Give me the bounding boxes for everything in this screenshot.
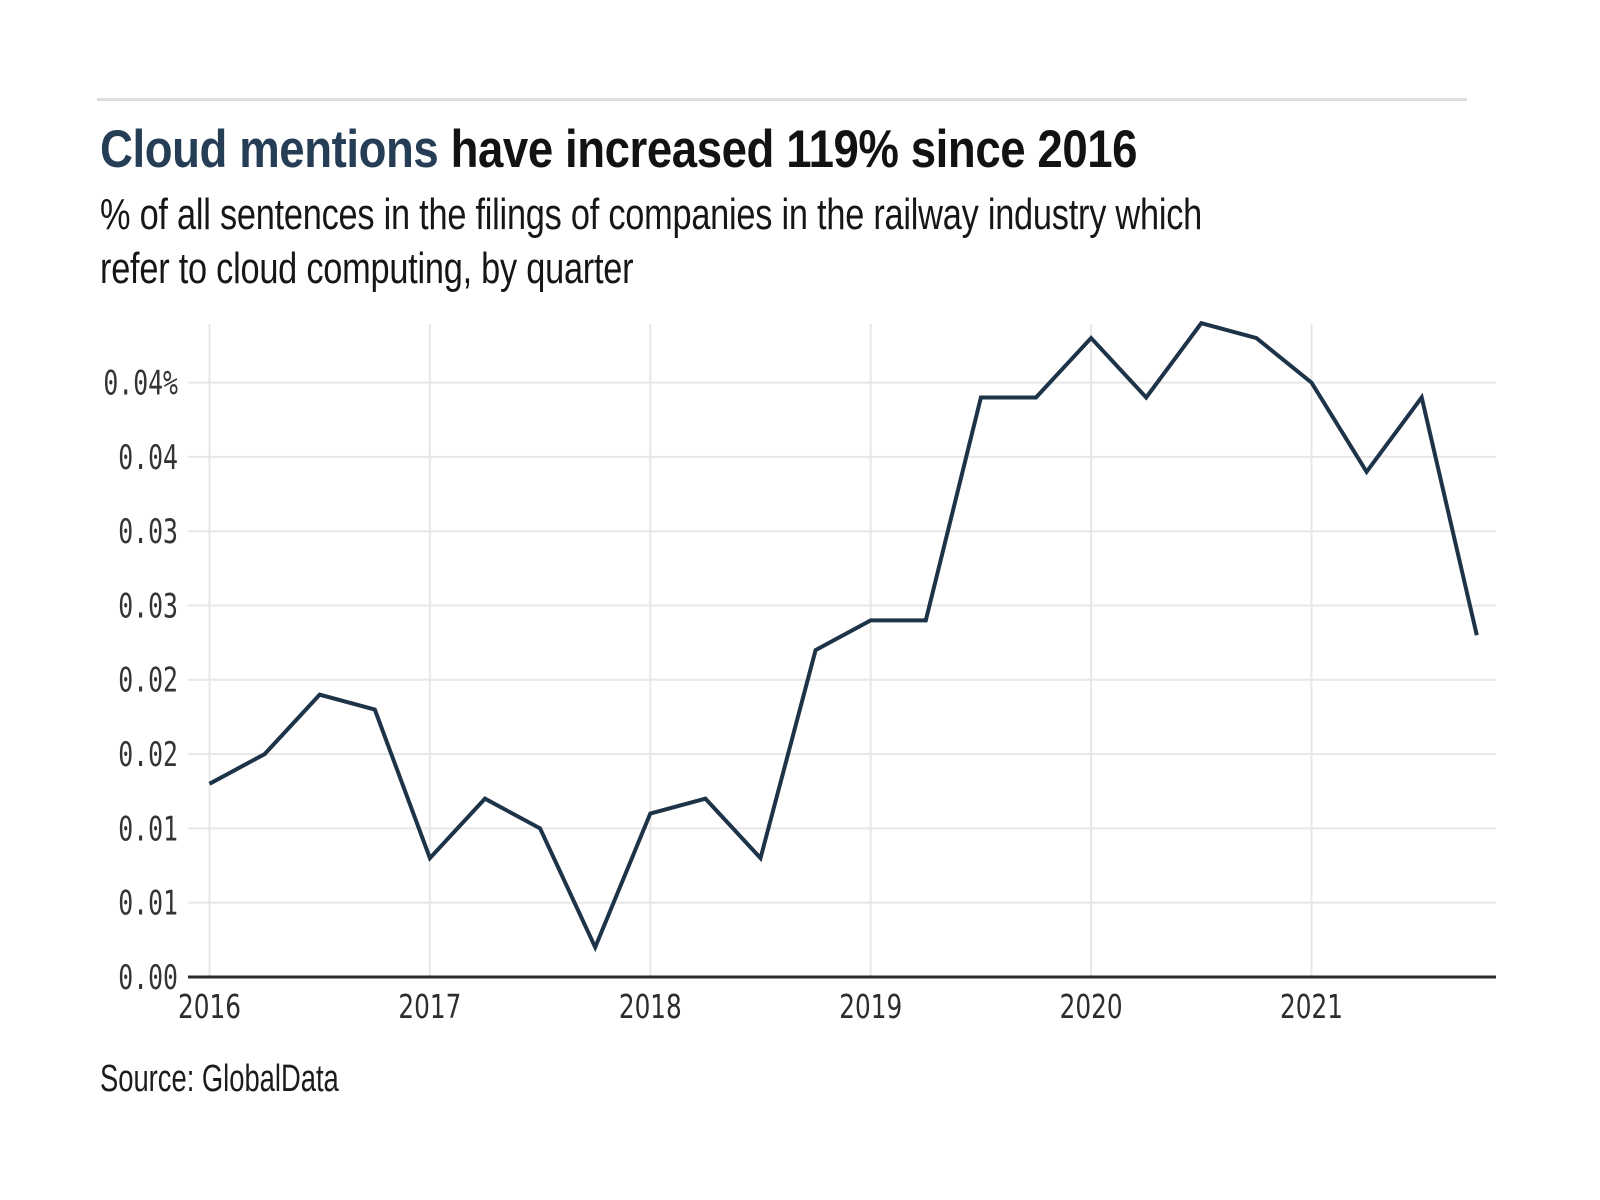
chart-title-accent: Cloud mentions [100, 120, 439, 179]
y-tick-label: 0.01 [118, 809, 178, 849]
y-tick-label: 0.03 [118, 512, 178, 552]
x-tick-label: 2021 [1280, 987, 1343, 1025]
y-tick-label: 0.04% [103, 364, 178, 404]
chart-subtitle-line2: refer to cloud computing, by quarter [100, 244, 634, 293]
x-tick-label: 2020 [1060, 987, 1123, 1025]
y-axis-tick-labels: 0.00 0.01 0.01 0.02 0.02 0.03 0.03 0.04 0.04% [103, 364, 178, 998]
x-tick-label: 2019 [839, 987, 902, 1025]
y-tick-label: 0.04 [118, 438, 178, 478]
y-tick-label: 0.00 [118, 958, 178, 998]
y-tick-label: 0.03 [118, 587, 178, 627]
x-axis-tick-labels: 2016 2017 2018 2019 2020 2021 [178, 987, 1343, 1025]
horizontal-gridlines [188, 381, 1496, 904]
source-note: Source: GlobalData [100, 1058, 339, 1100]
chart-title-rest: have increased 119% since 2016 [438, 120, 1138, 179]
x-tick-label: 2017 [398, 987, 461, 1025]
y-tick-label: 0.01 [118, 884, 178, 924]
y-tick-label: 0.02 [118, 735, 178, 775]
vertical-gridlines [208, 324, 1313, 977]
y-tick-label: 0.02 [118, 661, 178, 701]
top-rule [97, 98, 1467, 101]
series-line-cloud-mentions [208, 320, 1479, 953]
chart-title: Cloud mentions have increased 119% since… [100, 120, 1138, 179]
chart-subtitle: % of all sentences in the filings of com… [100, 188, 1202, 296]
chart-subtitle-line1: % of all sentences in the filings of com… [100, 190, 1202, 239]
x-tick-label: 2016 [178, 987, 241, 1025]
x-tick-label: 2018 [619, 987, 682, 1025]
